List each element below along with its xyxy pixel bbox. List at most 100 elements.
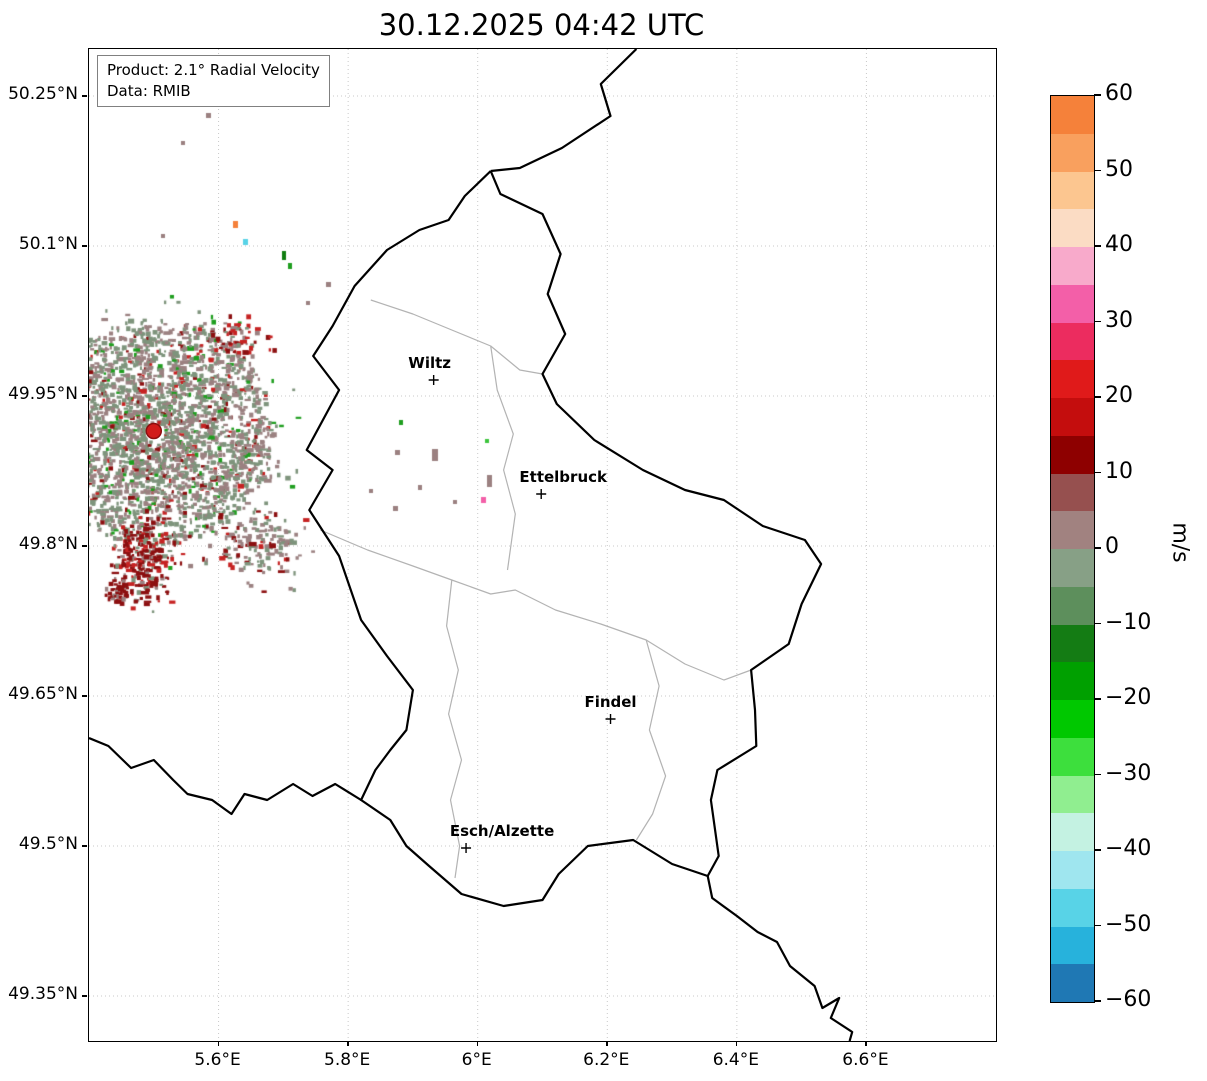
city-label: Findel: [584, 693, 637, 711]
x-tick-label: 6.4°E: [712, 1050, 759, 1070]
city-marker: [461, 843, 472, 853]
y-tick-label: 50.1°N: [18, 234, 78, 254]
colorbar-band: [1051, 775, 1094, 814]
map-plot-area: Product: 2.1° Radial Velocity Data: RMIB…: [88, 48, 997, 1042]
colorbar-tick-mark: [1094, 1000, 1101, 1002]
admin-border-path: [370, 299, 543, 375]
colorbar-band: [1051, 964, 1094, 1002]
colorbar-tick-mark: [1094, 547, 1101, 549]
colorbar-band: [1051, 322, 1094, 361]
colorbar-tick-mark: [1094, 169, 1101, 172]
y-tick-mark: [82, 545, 87, 547]
colorbar-tick-label: 20: [1105, 383, 1133, 408]
colorbar-tick-mark: [1094, 471, 1101, 474]
colorbar-band: [1051, 549, 1094, 587]
country-border-path: [305, 170, 823, 908]
colorbar-tick-label: −40: [1105, 836, 1152, 861]
colorbar-tick-label: 40: [1105, 232, 1133, 257]
colorbar-tick-label: −10: [1105, 609, 1152, 635]
country-border-path: [706, 875, 854, 1041]
colorbar-band: [1051, 700, 1094, 738]
x-tick-label: 6.2°E: [583, 1050, 630, 1070]
y-tick-label: 49.5°N: [18, 834, 78, 854]
y-tick-mark: [82, 845, 87, 847]
y-tick-label: 49.8°N: [18, 534, 78, 554]
colorbar-band: [1051, 398, 1094, 436]
colorbar-band: [1051, 737, 1094, 776]
y-tick-label: 50.25°N: [8, 84, 78, 104]
x-tick-label: 5.8°E: [324, 1050, 371, 1070]
plot-title: 30.12.2025 04:42 UTC: [378, 8, 705, 42]
colorbar-tick-label: 10: [1105, 458, 1133, 484]
colorbar-band: [1051, 926, 1094, 965]
radar-site-dot: [145, 422, 163, 440]
city-label: Wiltz: [408, 354, 452, 372]
colorbar-tick-label: −50: [1105, 911, 1152, 937]
colorbar-band: [1051, 851, 1094, 889]
x-tick-mark: [606, 1041, 608, 1046]
admin-border-path: [635, 639, 667, 841]
admin-border-path: [320, 529, 752, 681]
colorbar-tick-label: 0: [1105, 534, 1119, 559]
data-source-line: Data: RMIB: [107, 82, 191, 100]
y-tick-label: 49.95°N: [8, 384, 78, 404]
x-tick-label: 6°E: [461, 1050, 492, 1070]
city-label: Ettelbruck: [519, 468, 607, 486]
colorbar-band: [1051, 662, 1094, 700]
product-info-line: Product: 2.1° Radial Velocity: [107, 61, 320, 79]
colorbar-tick-label: 30: [1105, 307, 1133, 333]
x-tick-mark: [217, 1041, 220, 1046]
y-tick-mark: [82, 995, 87, 997]
colorbar-tick-label: −30: [1105, 760, 1152, 786]
colorbar-band: [1051, 133, 1094, 172]
colorbar-tick-mark: [1094, 245, 1101, 247]
city-marker: [605, 714, 616, 724]
x-tick-label: 6.6°E: [842, 1050, 889, 1070]
y-tick-mark: [82, 695, 87, 697]
velocity-colorbar: [1050, 95, 1095, 1003]
colorbar-band: [1051, 171, 1094, 210]
colorbar-band: [1051, 813, 1094, 851]
product-info-box: Product: 2.1° Radial Velocity Data: RMIB: [97, 55, 330, 107]
colorbar-tick-label: −20: [1105, 685, 1152, 710]
colorbar-tick-mark: [1094, 320, 1101, 323]
x-tick-mark: [735, 1041, 738, 1046]
colorbar-band: [1051, 473, 1094, 512]
colorbar-band: [1051, 586, 1094, 625]
colorbar-band: [1051, 247, 1094, 285]
colorbar-band: [1051, 284, 1094, 323]
city-label: Esch/Alzette: [449, 822, 555, 840]
colorbar-band: [1051, 435, 1094, 474]
x-tick-mark: [347, 1041, 349, 1046]
colorbar-band: [1051, 96, 1094, 134]
country-border-path: [490, 49, 638, 173]
admin-border-path: [490, 345, 516, 571]
colorbar-tick-mark: [1094, 773, 1101, 776]
colorbar-units-label: m/s: [1167, 522, 1193, 563]
colorbar-band: [1051, 888, 1094, 927]
colorbar-tick-mark: [1094, 924, 1101, 927]
city-marker: [536, 489, 547, 499]
y-tick-mark: [82, 395, 87, 397]
city-marker: [428, 375, 439, 385]
x-tick-mark: [865, 1041, 867, 1046]
colorbar-band: [1051, 624, 1094, 663]
x-tick-label: 5.6°E: [194, 1050, 241, 1070]
colorbar-tick-mark: [1094, 698, 1101, 700]
y-tick-label: 49.35°N: [8, 984, 78, 1004]
colorbar-tick-label: 60: [1105, 81, 1133, 106]
colorbar-tick-mark: [1094, 622, 1101, 625]
colorbar-tick-mark: [1094, 849, 1101, 851]
colorbar-tick-label: 50: [1105, 156, 1133, 182]
colorbar-band: [1051, 209, 1094, 247]
admin-border-path: [446, 579, 463, 879]
y-tick-mark: [82, 95, 87, 97]
country-border-path: [89, 736, 362, 816]
y-tick-label: 49.65°N: [8, 684, 78, 704]
colorbar-band: [1051, 511, 1094, 549]
x-tick-mark: [476, 1041, 479, 1046]
colorbar-band: [1051, 360, 1094, 398]
colorbar-tick-label: −60: [1105, 987, 1152, 1012]
colorbar-tick-mark: [1094, 94, 1101, 96]
